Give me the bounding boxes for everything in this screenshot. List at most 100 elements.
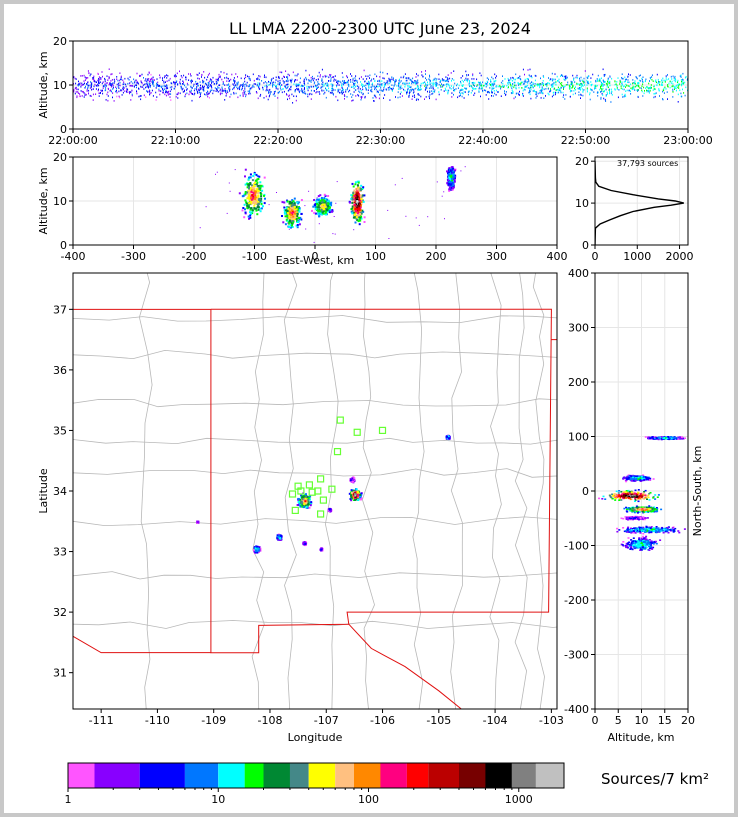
histogram-ytick-label: 20 [575,155,589,168]
source-mark [454,89,456,91]
source-mark [643,92,645,95]
source-mark [336,181,338,183]
source-mark [510,78,512,81]
source-mark [181,86,182,88]
source-mark [107,99,109,102]
source-mark [251,212,254,215]
source-mark [304,500,307,503]
source-mark [621,77,623,80]
source-mark [355,216,358,219]
source-mark [97,89,99,92]
source-mark [457,87,459,89]
ew-ytick-label: 0 [60,239,67,252]
source-mark [318,83,320,85]
source-mark [121,94,123,96]
source-mark [278,76,280,79]
source-mark [162,88,164,90]
source-mark [591,83,593,86]
source-mark [88,89,90,92]
source-mark [431,93,433,95]
source-mark [207,76,209,78]
source-mark [210,84,212,86]
source-mark [610,101,612,103]
source-mark [595,79,597,82]
source-mark [467,79,469,81]
source-mark [627,81,629,83]
source-mark [353,91,355,93]
source-mark [212,76,214,79]
source-mark [302,89,304,92]
source-mark [246,191,249,194]
source-mark [313,90,315,92]
source-mark [319,194,322,197]
source-mark [642,80,644,83]
source-mark [358,95,360,97]
source-mark [422,82,424,84]
source-mark [274,95,276,97]
source-mark [462,84,464,86]
source-mark [324,75,326,78]
source-mark [577,83,579,85]
source-mark [391,78,393,80]
source-mark [522,92,524,95]
source-mark [244,183,247,186]
source-mark [286,94,288,96]
source-mark [110,84,111,86]
source-mark [93,80,95,82]
source-mark [170,82,172,84]
source-mark [538,84,540,86]
source-mark [541,82,543,84]
county-line [361,273,375,709]
source-mark [361,96,363,98]
source-mark [478,87,480,89]
source-mark [83,96,85,98]
source-mark [235,92,237,95]
source-mark [462,85,464,87]
source-mark [120,78,122,81]
source-mark [485,82,487,85]
source-mark [173,75,175,77]
source-mark [113,100,115,102]
source-mark [272,83,274,86]
source-mark [225,91,227,94]
source-mark [234,169,236,171]
source-mark [167,92,169,95]
source-mark [229,90,231,92]
source-mark [646,89,647,92]
source-mark [432,90,434,93]
source-mark [277,538,280,541]
source-mark [504,90,505,92]
source-mark [91,82,93,84]
source-mark [424,81,426,83]
source-mark [358,208,361,211]
source-mark [264,74,265,77]
source-mark [273,91,275,93]
source-mark [313,211,316,214]
source-mark [357,205,360,207]
source-mark [299,77,301,80]
source-mark [226,76,227,79]
source-mark [638,79,640,82]
source-mark [335,79,337,81]
source-mark [414,80,416,82]
source-mark [319,212,322,215]
source-mark [357,186,360,189]
source-mark [242,94,244,96]
source-mark [439,81,441,83]
source-mark [148,78,150,80]
source-mark [310,89,312,92]
source-mark [140,85,141,88]
source-mark [268,80,269,83]
source-mark [603,80,605,83]
source-mark [357,192,360,195]
source-mark [492,77,494,80]
source-mark [146,86,148,88]
source-mark [116,95,118,98]
source-mark [233,80,235,82]
source-mark [584,84,585,86]
source-mark [198,78,200,80]
source-mark [581,84,583,86]
source-mark [251,194,254,196]
source-mark [287,78,289,80]
source-mark [256,202,259,205]
